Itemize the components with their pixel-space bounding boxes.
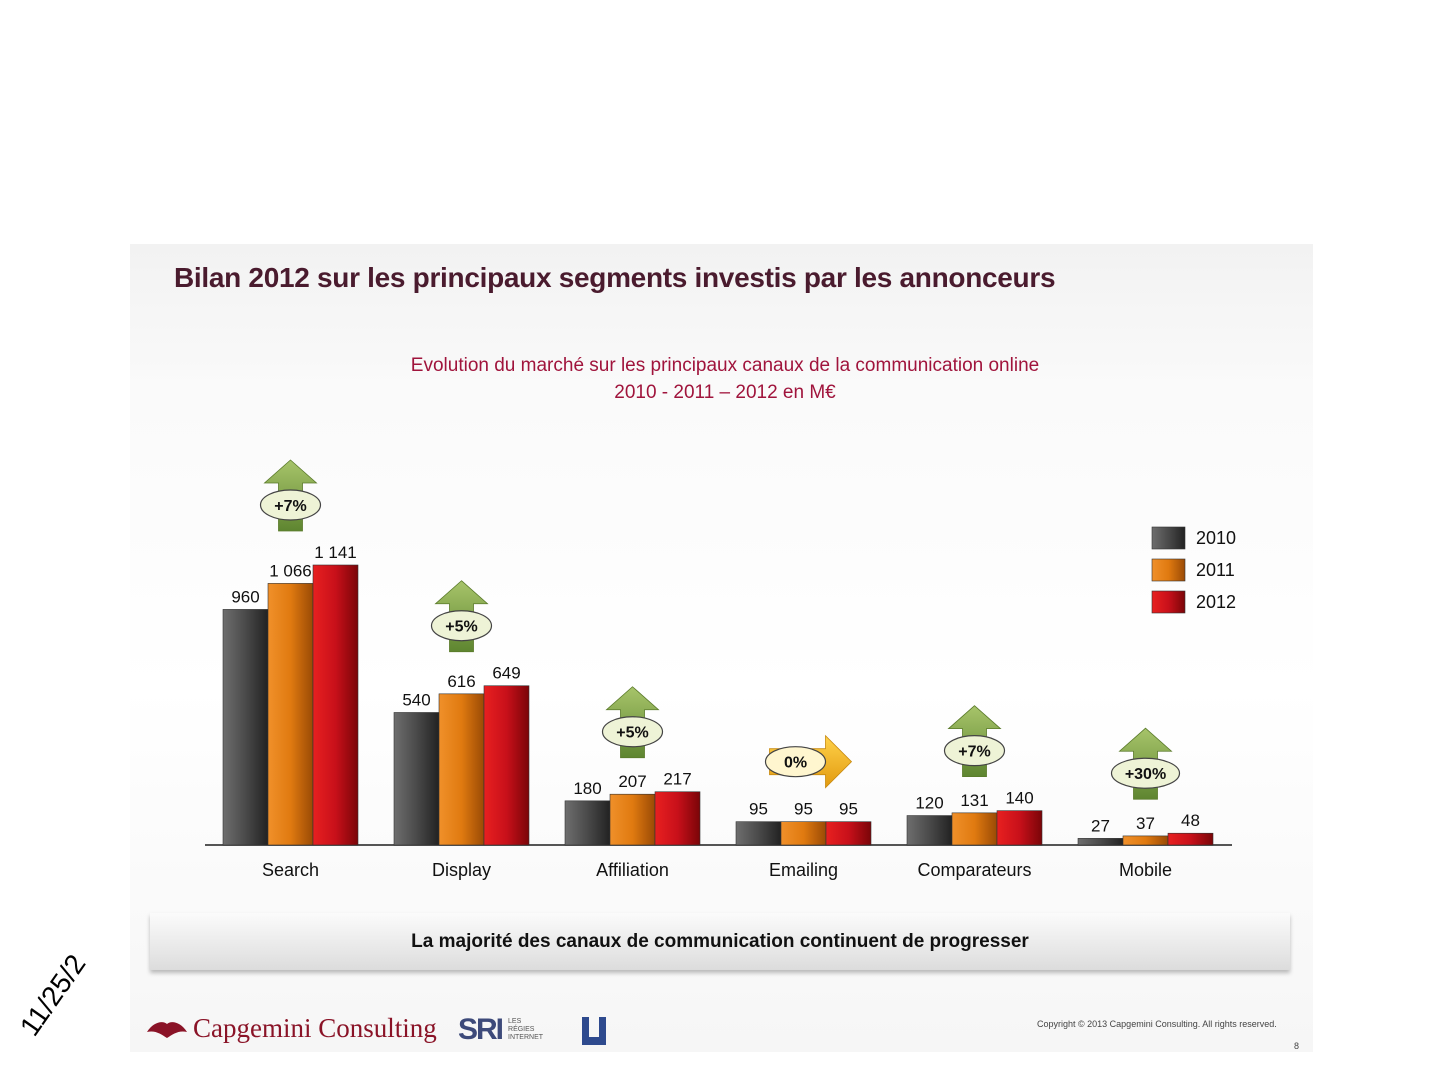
data-label-search-2010: 960 [231,587,259,606]
page-number: 8 [1294,1041,1300,1051]
growth-label: +30% [1125,766,1166,783]
chart-title-block: Evolution du marché sur les principaux c… [300,352,1150,406]
growth-badge-affiliation: +5% [601,686,664,759]
sri-logo-text: SRI [458,1013,504,1046]
bar-affiliation-2011 [609,793,656,846]
data-label-affiliation-2010: 180 [573,779,601,798]
category-label-affiliation: Affiliation [596,860,669,880]
bar-search-2010 [222,609,269,846]
growth-bubble [259,489,322,521]
data-label-comparateurs-2010: 120 [915,794,943,813]
data-label-search-2012: 1 141 [314,543,357,562]
bar-search-2012 [312,564,359,846]
growth-bubble [601,716,664,748]
data-label-mobile-2012: 48 [1181,811,1200,830]
data-label-display-2010: 540 [402,690,430,709]
data-label-emailing-2011: 95 [794,800,813,819]
category-label-comparateurs: Comparateurs [917,860,1031,880]
legend: 2010 2011 2012 [1151,526,1236,614]
growth-bubble [1110,757,1181,789]
growth-badge-search: +7% [259,459,322,532]
sri-logo: SRI LES RÉGIES INTERNET [458,1013,543,1047]
bar-search-2011 [267,583,314,846]
growth-badge-emailing: 0% [764,734,853,789]
category-label-search: Search [262,860,319,880]
data-label-display-2012: 649 [492,664,520,683]
legend-label-2011: 2011 [1196,560,1235,580]
bar-display-2011 [438,693,485,846]
bar-affiliation-2012 [654,791,701,846]
data-label-comparateurs-2011: 131 [960,791,988,810]
chart-subtitle: 2010 - 2011 – 2012 en M€ [614,382,836,403]
data-label-affiliation-2011: 207 [618,772,646,791]
growth-label: +5% [445,619,477,636]
copyright-text: Copyright © 2013 Capgemini Consulting. A… [1037,1019,1277,1029]
growth-bubble [764,746,827,778]
callout-banner: La majorité des canaux de communication … [150,913,1290,970]
bar-mobile-2010 [1077,838,1124,846]
legend-swatch-2010 [1151,526,1186,550]
data-label-search-2011: 1 066 [269,561,312,580]
category-label-mobile: Mobile [1119,860,1172,880]
bar-emailing-2010 [735,821,782,846]
growth-badge-mobile: +30% [1110,727,1181,800]
sri-logo-subtitle: LES RÉGIES INTERNET [508,1018,544,1041]
legend-swatch-2012 [1151,590,1186,614]
growth-bubble [430,610,493,642]
spade-icon [147,1021,187,1038]
category-label-emailing: Emailing [769,860,838,880]
bar-mobile-2012 [1167,832,1214,846]
growth-label: +7% [274,498,306,515]
data-label-comparateurs-2012: 140 [1005,789,1033,808]
growth-badge-display: +5% [430,580,493,653]
bar-mobile-2011 [1122,835,1169,846]
udecam-logo-icon [582,1017,606,1045]
bar-comparateurs-2010 [906,815,953,846]
legend-label-2012: 2012 [1196,592,1236,612]
bar-comparateurs-2012 [996,810,1043,846]
growth-label: +7% [958,744,990,761]
bar-display-2012 [483,685,530,846]
legend-swatch-2011 [1151,558,1186,582]
bar-comparateurs-2011 [951,812,998,846]
data-label-display-2011: 616 [447,672,475,691]
data-label-affiliation-2012: 217 [663,770,691,789]
bar-display-2010 [393,712,440,846]
category-label-display: Display [432,860,491,880]
legend-label-2010: 2010 [1196,528,1236,548]
growth-label: 0% [784,755,807,772]
growth-label: +5% [616,725,648,742]
page-title: Bilan 2012 sur les principaux segments i… [174,262,1056,293]
data-label-mobile-2010: 27 [1091,816,1110,835]
bar-emailing-2011 [780,821,827,846]
bar-affiliation-2010 [564,800,611,846]
data-label-emailing-2012: 95 [839,800,858,819]
chart-title: Evolution du marché sur les principaux c… [410,355,1040,376]
data-label-mobile-2011: 37 [1136,814,1155,833]
data-label-emailing-2010: 95 [749,800,768,819]
growth-badge-comparateurs: +7% [943,705,1006,778]
capgemini-logo-text: Capgemini Consulting [193,1013,437,1043]
bar-emailing-2012 [825,821,872,846]
growth-bubble [943,735,1006,767]
capgemini-logo: Capgemini Consulting [145,1013,437,1044]
